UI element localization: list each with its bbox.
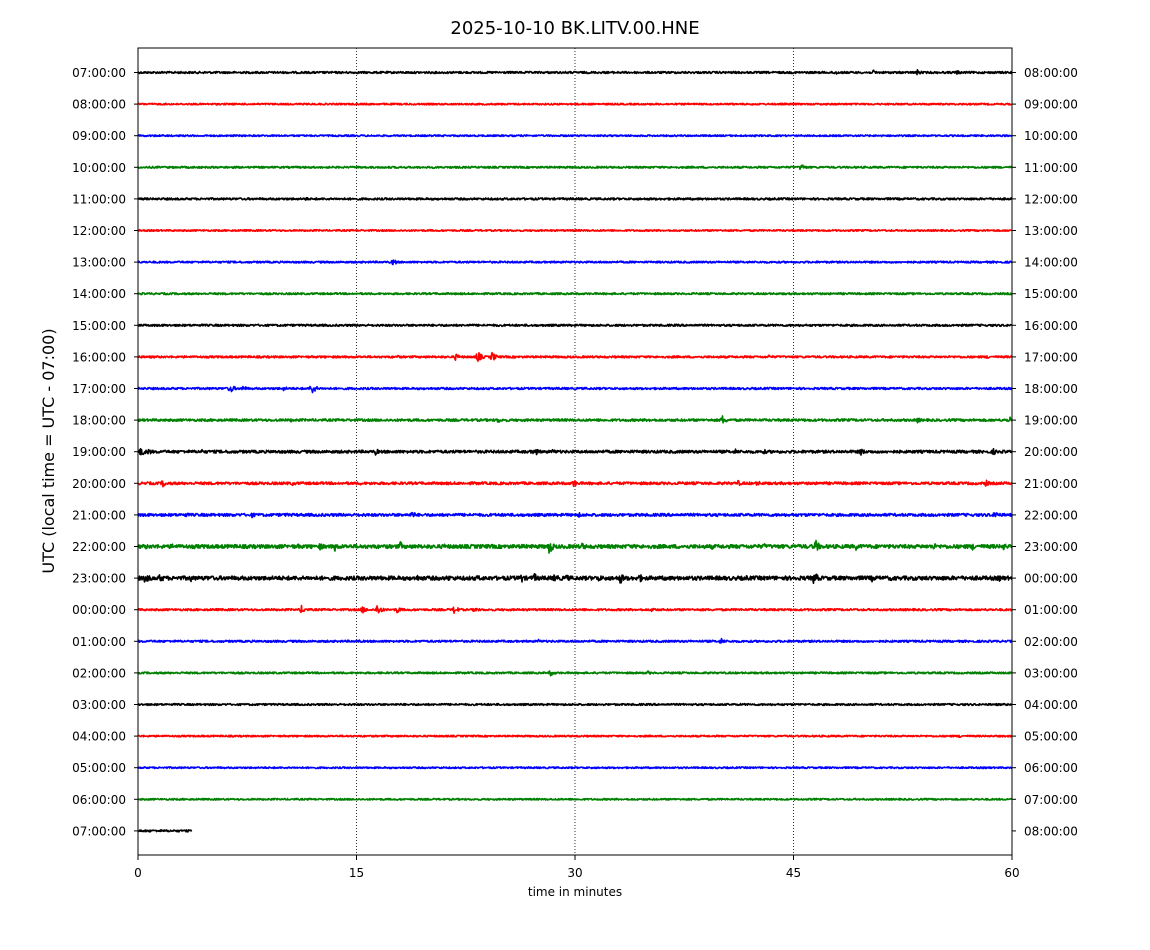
left-time-label: 04:00:00: [72, 730, 126, 744]
trace-row-11: [137, 415, 1013, 424]
left-time-label: 10:00:00: [72, 161, 126, 175]
trace-row-19: [137, 670, 1013, 677]
left-time-label: 20:00:00: [72, 477, 126, 491]
x-axis-label: time in minutes: [528, 885, 622, 899]
trace-row-13: [137, 479, 1013, 488]
x-axis-ticks: 0 15 30 45 60: [134, 855, 1020, 880]
left-time-label: 12:00:00: [72, 224, 126, 238]
left-time-label: 07:00:00: [72, 66, 126, 80]
right-time-label: 08:00:00: [1024, 824, 1078, 838]
right-time-label: 20:00:00: [1024, 445, 1078, 459]
left-time-label: 17:00:00: [72, 382, 126, 396]
right-time-label: 06:00:00: [1024, 761, 1078, 775]
trace-row-24: [137, 829, 193, 833]
right-time-label: 11:00:00: [1024, 161, 1078, 175]
trace-row-12: [137, 447, 1013, 456]
trace-row-20: [137, 702, 1013, 707]
left-time-label: 23:00:00: [72, 572, 126, 586]
x-tick-label: 15: [349, 866, 364, 880]
left-time-label: 15:00:00: [72, 319, 126, 333]
grid-lines: [356, 48, 794, 855]
left-time-label: 08:00:00: [72, 98, 126, 112]
trace-row-5: [137, 228, 1013, 233]
trace-row-0: [137, 69, 1013, 76]
left-time-label: 01:00:00: [72, 635, 126, 649]
left-time-label: 07:00:00: [72, 824, 126, 838]
y-axis-label: UTC (local time = UTC - 07:00): [39, 328, 58, 573]
left-time-label: 16:00:00: [72, 350, 126, 364]
x-tick-label: 45: [786, 866, 801, 880]
trace-row-1: [137, 102, 1013, 106]
right-time-label: 08:00:00: [1024, 66, 1078, 80]
trace-row-17: [137, 604, 1013, 615]
left-time-label: 11:00:00: [72, 192, 126, 206]
right-time-label: 13:00:00: [1024, 224, 1078, 238]
trace-row-7: [137, 292, 1013, 296]
trace-row-2: [137, 134, 1013, 138]
right-time-label: 14:00:00: [1024, 256, 1078, 270]
left-time-label: 03:00:00: [72, 698, 126, 712]
left-time-label: 13:00:00: [72, 256, 126, 270]
right-time-label: 07:00:00: [1024, 793, 1078, 807]
right-time-label: 19:00:00: [1024, 414, 1078, 428]
trace-row-21: [137, 734, 1013, 739]
right-time-label: 05:00:00: [1024, 730, 1078, 744]
trace-row-8: [137, 323, 1013, 328]
right-time-label: 02:00:00: [1024, 635, 1078, 649]
x-tick-label: 60: [1004, 866, 1019, 880]
right-time-label: 09:00:00: [1024, 98, 1078, 112]
trace-row-4: [137, 196, 1013, 201]
right-time-label: 00:00:00: [1024, 572, 1078, 586]
right-time-label: 01:00:00: [1024, 603, 1078, 617]
left-time-label: 18:00:00: [72, 414, 126, 428]
right-time-label: 16:00:00: [1024, 319, 1078, 333]
left-time-label: 21:00:00: [72, 508, 126, 522]
right-time-label: 15:00:00: [1024, 287, 1078, 301]
trace-row-14: [137, 511, 1013, 519]
left-time-label: 02:00:00: [72, 666, 126, 680]
left-time-label: 00:00:00: [72, 603, 126, 617]
trace-row-22: [137, 766, 1013, 770]
right-time-labels: 08:00:00 09:00:00 10:00:00 11:00:00 12:00:00…: [1012, 66, 1078, 838]
right-time-label: 23:00:00: [1024, 540, 1078, 554]
right-time-label: 10:00:00: [1024, 129, 1078, 143]
left-time-label: 19:00:00: [72, 445, 126, 459]
left-time-label: 06:00:00: [72, 793, 126, 807]
trace-row-23: [137, 797, 1013, 801]
chart-title: 2025-10-10 BK.LITV.00.HNE: [450, 18, 699, 39]
trace-row-3: [137, 164, 1013, 171]
trace-row-6: [137, 259, 1013, 266]
left-time-label: 14:00:00: [72, 287, 126, 301]
trace-layer: [137, 69, 1013, 833]
trace-row-10: [137, 385, 1013, 394]
right-time-label: 18:00:00: [1024, 382, 1078, 396]
trace-row-18: [137, 637, 1013, 644]
right-time-label: 12:00:00: [1024, 192, 1078, 206]
left-time-labels: 07:00:00 08:00:00 09:00:00 10:00:00 11:00:00…: [72, 66, 138, 838]
trace-row-9: [137, 351, 1013, 362]
left-time-label: 22:00:00: [72, 540, 126, 554]
x-tick-label: 0: [134, 866, 142, 880]
left-time-label: 09:00:00: [72, 129, 126, 143]
trace-row-16: [137, 572, 1013, 584]
right-time-label: 04:00:00: [1024, 698, 1078, 712]
trace-row-15: [137, 539, 1013, 554]
x-tick-label: 30: [567, 866, 582, 880]
right-time-label: 17:00:00: [1024, 350, 1078, 364]
right-time-label: 21:00:00: [1024, 477, 1078, 491]
right-time-label: 22:00:00: [1024, 508, 1078, 522]
right-time-label: 03:00:00: [1024, 666, 1078, 680]
left-time-label: 05:00:00: [72, 761, 126, 775]
